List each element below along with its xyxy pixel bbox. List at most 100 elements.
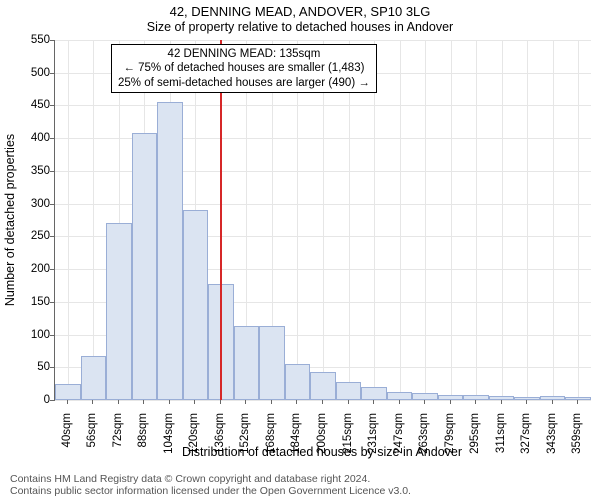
histogram-bar xyxy=(387,392,413,401)
y-tick-mark xyxy=(50,73,54,74)
x-tick-mark xyxy=(92,400,93,404)
x-tick-label: 295sqm xyxy=(469,413,481,473)
histogram-bar xyxy=(106,223,132,400)
attribution-line: Contains public sector information licen… xyxy=(10,485,411,498)
x-tick-mark xyxy=(220,400,221,404)
x-tick-label: 327sqm xyxy=(520,413,532,473)
x-tick-label: 215sqm xyxy=(342,413,354,473)
x-tick-mark xyxy=(296,400,297,404)
y-tick-mark xyxy=(50,400,54,401)
x-tick-label: 72sqm xyxy=(112,413,124,473)
x-tick-label: 247sqm xyxy=(393,413,405,473)
y-tick-label: 500 xyxy=(20,67,50,79)
y-tick-mark xyxy=(50,302,54,303)
y-tick-mark xyxy=(50,335,54,336)
histogram-bar xyxy=(310,372,336,400)
y-tick-mark xyxy=(50,269,54,270)
y-tick-label: 550 xyxy=(20,34,50,46)
y-tick-label: 100 xyxy=(20,329,50,341)
y-tick-label: 200 xyxy=(20,263,50,275)
y-tick-label: 450 xyxy=(20,99,50,111)
gridline-vertical xyxy=(297,40,298,400)
gridline-horizontal xyxy=(55,400,591,401)
x-tick-mark xyxy=(245,400,246,404)
x-tick-label: 168sqm xyxy=(265,413,277,473)
x-tick-label: 56sqm xyxy=(86,413,98,473)
x-tick-mark xyxy=(143,400,144,404)
x-tick-label: 120sqm xyxy=(188,413,200,473)
x-tick-label: 88sqm xyxy=(137,413,149,473)
annotation-line: ← 75% of detached houses are smaller (1,… xyxy=(118,61,370,75)
y-tick-label: 300 xyxy=(20,198,50,210)
x-tick-mark xyxy=(169,400,170,404)
gridline-vertical xyxy=(553,40,554,400)
histogram-bar xyxy=(132,133,158,400)
annotation-box: 42 DENNING MEAD: 135sqm← 75% of detached… xyxy=(111,44,377,93)
x-tick-label: 343sqm xyxy=(546,413,558,473)
histogram-bar xyxy=(361,387,387,400)
attribution-text: Contains HM Land Registry data © Crown c… xyxy=(10,473,411,498)
x-tick-label: 136sqm xyxy=(214,413,226,473)
x-tick-mark xyxy=(348,400,349,404)
x-tick-mark xyxy=(552,400,553,404)
chart-container: 42, DENNING MEAD, ANDOVER, SP10 3LG Size… xyxy=(0,0,600,500)
gridline-vertical xyxy=(451,40,452,400)
x-tick-mark xyxy=(526,400,527,404)
x-tick-label: 104sqm xyxy=(163,413,175,473)
histogram-bar xyxy=(81,356,107,401)
y-tick-mark xyxy=(50,171,54,172)
x-tick-mark xyxy=(475,400,476,404)
x-axis-label: Distribution of detached houses by size … xyxy=(54,445,590,459)
y-axis-label: Number of detached properties xyxy=(3,10,17,430)
x-tick-label: 152sqm xyxy=(239,413,251,473)
gridline-vertical xyxy=(527,40,528,400)
gridline-vertical xyxy=(400,40,401,400)
x-tick-mark xyxy=(399,400,400,404)
y-tick-mark xyxy=(50,236,54,237)
histogram-bar xyxy=(157,102,183,400)
x-tick-mark xyxy=(118,400,119,404)
gridline-vertical xyxy=(476,40,477,400)
plot-area: 42 DENNING MEAD: 135sqm← 75% of detached… xyxy=(54,40,591,401)
x-tick-label: 263sqm xyxy=(418,413,430,473)
x-tick-mark xyxy=(373,400,374,404)
x-tick-mark xyxy=(271,400,272,404)
gridline-vertical xyxy=(374,40,375,400)
gridline-vertical xyxy=(349,40,350,400)
chart-subtitle: Size of property relative to detached ho… xyxy=(0,20,600,34)
x-tick-label: 279sqm xyxy=(444,413,456,473)
x-tick-mark xyxy=(67,400,68,404)
x-tick-mark xyxy=(577,400,578,404)
x-tick-mark xyxy=(194,400,195,404)
y-tick-label: 350 xyxy=(20,165,50,177)
x-tick-label: 231sqm xyxy=(367,413,379,473)
x-tick-label: 311sqm xyxy=(495,413,507,473)
histogram-bar xyxy=(234,326,260,400)
chart-title: 42, DENNING MEAD, ANDOVER, SP10 3LG xyxy=(0,4,600,19)
y-tick-label: 250 xyxy=(20,230,50,242)
attribution-line: Contains HM Land Registry data © Crown c… xyxy=(10,473,411,486)
y-tick-label: 50 xyxy=(20,361,50,373)
histogram-bar xyxy=(259,326,285,400)
x-tick-mark xyxy=(322,400,323,404)
x-tick-mark xyxy=(501,400,502,404)
x-tick-label: 359sqm xyxy=(571,413,583,473)
gridline-vertical xyxy=(323,40,324,400)
y-tick-mark xyxy=(50,204,54,205)
x-tick-label: 200sqm xyxy=(316,413,328,473)
x-tick-mark xyxy=(450,400,451,404)
y-tick-mark xyxy=(50,105,54,106)
y-tick-mark xyxy=(50,138,54,139)
annotation-line: 25% of semi-detached houses are larger (… xyxy=(118,76,370,90)
x-tick-mark xyxy=(424,400,425,404)
x-tick-label: 40sqm xyxy=(61,413,73,473)
gridline-vertical xyxy=(68,40,69,400)
gridline-vertical xyxy=(425,40,426,400)
x-tick-label: 184sqm xyxy=(290,413,302,473)
y-tick-label: 150 xyxy=(20,296,50,308)
y-tick-label: 0 xyxy=(20,394,50,406)
histogram-bar xyxy=(55,384,81,400)
y-tick-mark xyxy=(50,40,54,41)
y-tick-label: 400 xyxy=(20,132,50,144)
reference-line xyxy=(220,40,222,400)
